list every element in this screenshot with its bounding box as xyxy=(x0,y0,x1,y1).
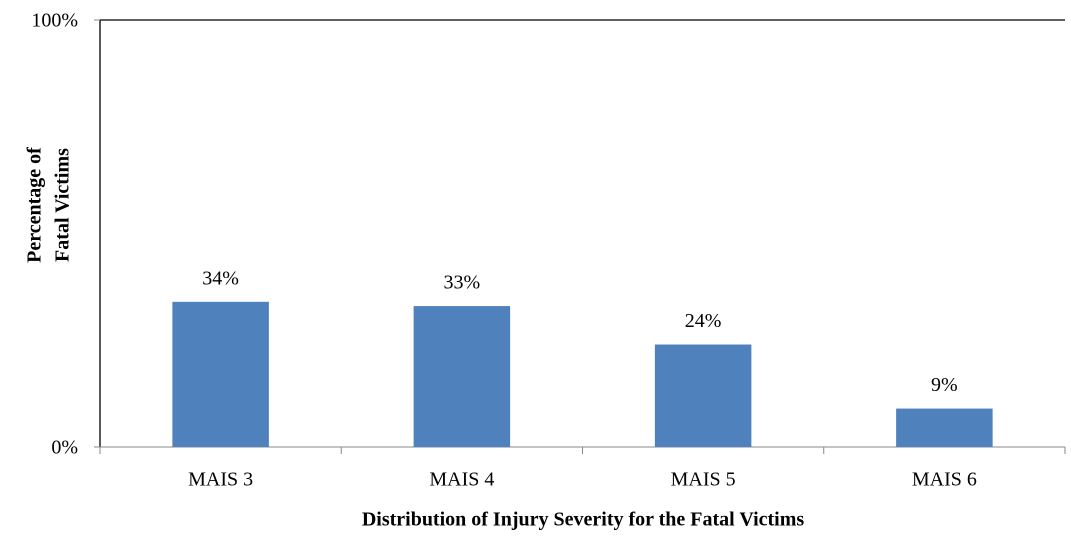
x-tick-label: MAIS 6 xyxy=(912,469,977,491)
bar xyxy=(896,408,993,447)
data-label: 33% xyxy=(444,272,481,294)
bar xyxy=(654,344,752,447)
data-label: 34% xyxy=(202,267,239,289)
bar xyxy=(172,301,269,447)
data-label: 24% xyxy=(685,310,722,332)
data-label: 9% xyxy=(931,374,958,396)
x-tick-label: MAIS 5 xyxy=(671,469,736,491)
y-tick-label: 100% xyxy=(31,10,78,32)
y-axis-title-line: Fatal Victims xyxy=(52,148,74,262)
y-axis-title: Percentage of Fatal Victims xyxy=(24,147,74,263)
x-tick-label: MAIS 4 xyxy=(429,469,494,491)
x-axis-title: Distribution of Injury Severity for the … xyxy=(362,509,805,531)
y-axis-title-line: Percentage of xyxy=(24,147,46,263)
bar xyxy=(413,306,511,447)
y-tick-label: 0% xyxy=(51,437,78,459)
x-tick-label: MAIS 3 xyxy=(188,469,253,491)
